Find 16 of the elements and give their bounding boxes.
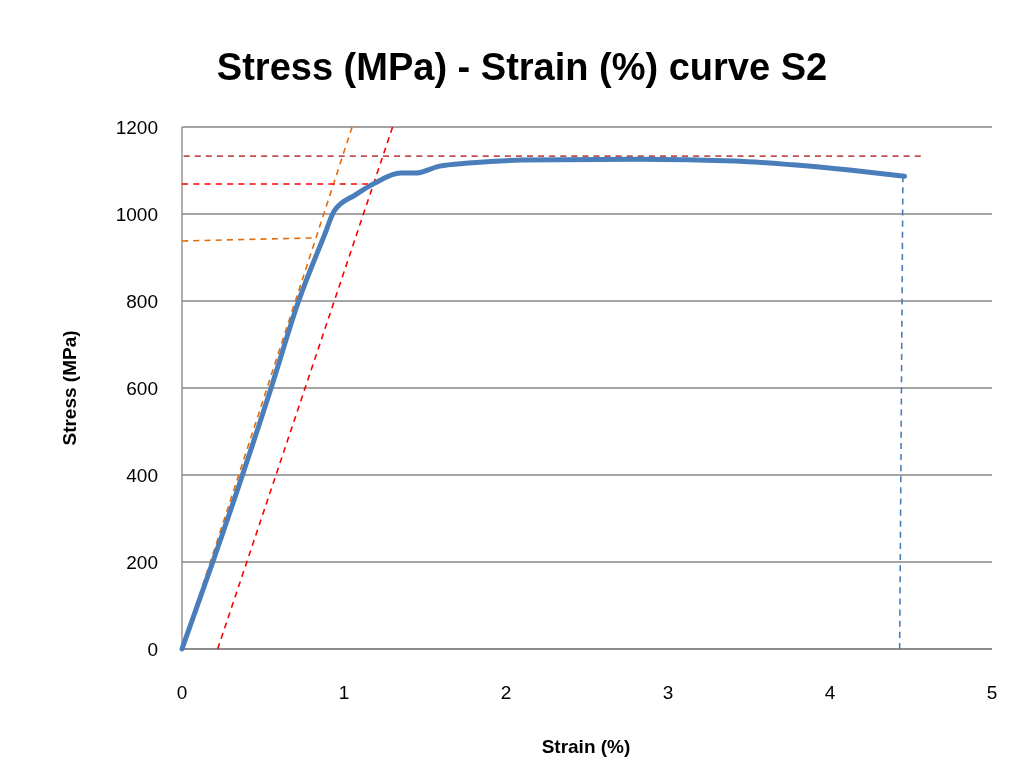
y-tick-label: 600 (126, 377, 158, 399)
x-tick-label: 5 (986, 682, 998, 703)
y-axis-title: Stress (MPa) (59, 330, 80, 446)
x-tick-label: 3 (662, 682, 674, 703)
x-tick-label: 0 (176, 682, 188, 703)
x-tick-label: 4 (824, 682, 836, 703)
y-tick-label: 1200 (115, 116, 158, 138)
x-tick-label: 2 (500, 682, 512, 703)
y-tick-label: 800 (126, 290, 158, 312)
x-axis-title: Strain (%) (541, 736, 631, 757)
y-tick-label: 200 (126, 551, 158, 573)
y-tick-label: 400 (126, 464, 158, 486)
y-tick-label: 0 (147, 638, 158, 660)
y-tick-label: 1000 (115, 203, 158, 225)
chart-title: Stress (MPa) - Strain (%) curve S2 (216, 46, 828, 88)
x-tick-label: 1 (338, 682, 350, 703)
